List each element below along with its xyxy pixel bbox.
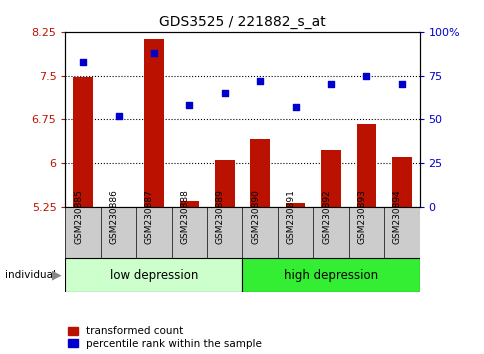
Legend: transformed count, percentile rank within the sample: transformed count, percentile rank withi… xyxy=(68,326,261,349)
Bar xyxy=(285,203,305,207)
Text: low depression: low depression xyxy=(109,269,198,282)
Bar xyxy=(65,258,242,292)
Text: individual: individual xyxy=(5,270,56,280)
Point xyxy=(185,103,193,108)
Text: GSM230887: GSM230887 xyxy=(145,189,153,244)
Text: GSM230885: GSM230885 xyxy=(74,189,83,244)
Text: GSM230888: GSM230888 xyxy=(180,189,189,244)
Bar xyxy=(108,207,128,209)
Text: GSM230891: GSM230891 xyxy=(286,189,295,244)
Title: GDS3525 / 221882_s_at: GDS3525 / 221882_s_at xyxy=(159,16,325,29)
Text: GSM230890: GSM230890 xyxy=(251,189,259,244)
Text: GSM230889: GSM230889 xyxy=(215,189,224,244)
Point xyxy=(291,104,299,110)
Point xyxy=(362,73,369,79)
Point xyxy=(79,59,87,64)
Bar xyxy=(214,160,234,207)
Text: ▶: ▶ xyxy=(51,269,61,282)
Bar xyxy=(144,39,164,207)
Point xyxy=(326,81,334,87)
Point xyxy=(397,81,405,87)
Text: GSM230886: GSM230886 xyxy=(109,189,118,244)
Text: high depression: high depression xyxy=(283,269,378,282)
Text: GSM230894: GSM230894 xyxy=(392,189,401,244)
Point xyxy=(220,90,228,96)
Text: GSM230892: GSM230892 xyxy=(321,189,330,244)
Bar xyxy=(250,139,270,207)
Bar xyxy=(179,201,199,207)
Bar xyxy=(391,158,411,207)
Bar xyxy=(73,78,93,207)
Point xyxy=(256,78,263,84)
Bar xyxy=(356,124,376,207)
Point xyxy=(114,113,122,119)
Bar xyxy=(320,150,340,207)
Point xyxy=(150,50,157,56)
Text: GSM230893: GSM230893 xyxy=(357,189,366,244)
Bar xyxy=(242,258,419,292)
